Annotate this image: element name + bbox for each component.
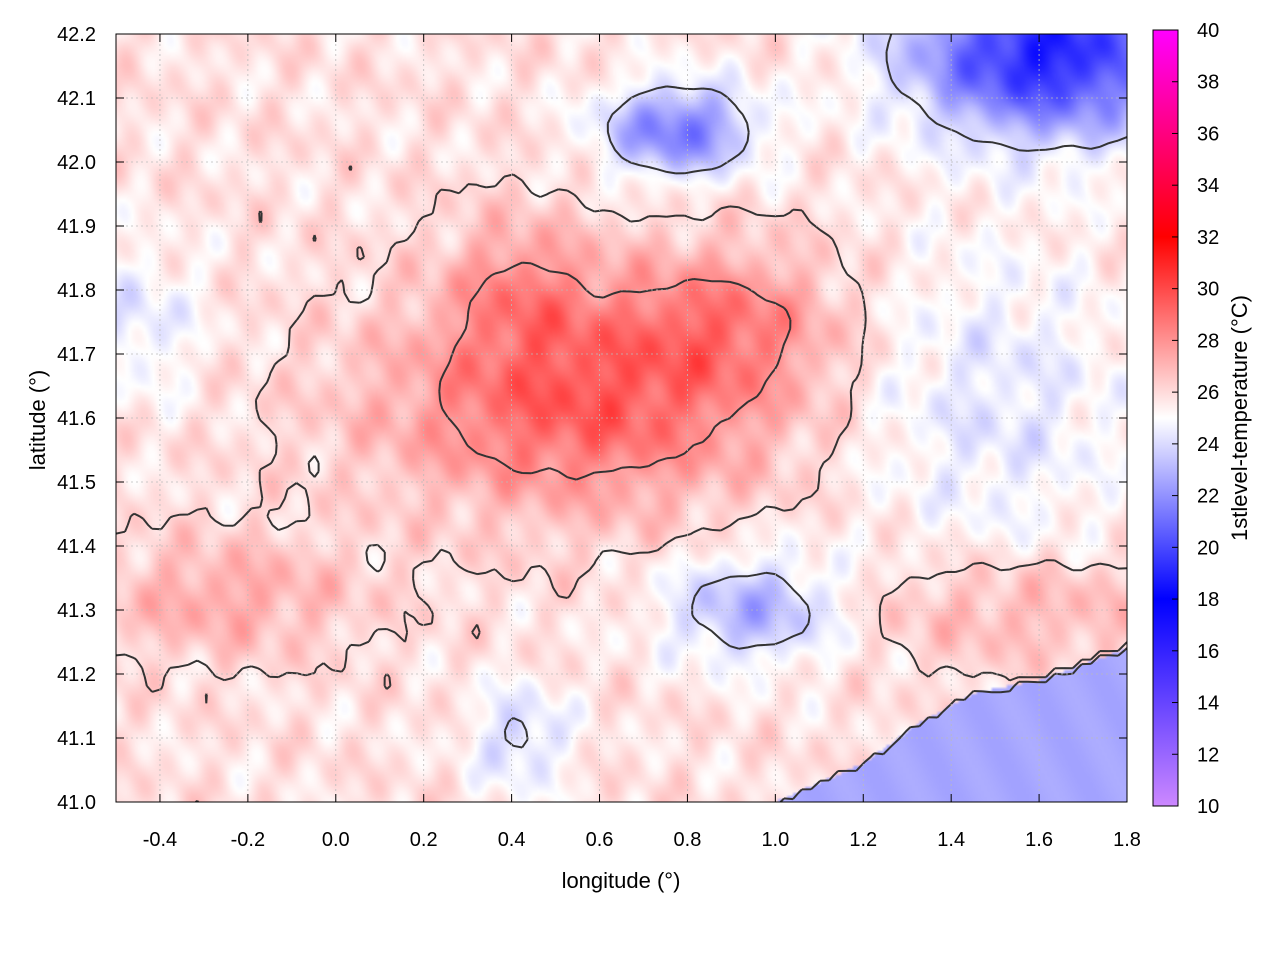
plot-area — [116, 34, 1127, 802]
y-tick-label: 41.1 — [57, 728, 96, 750]
y-tick-label: 41.8 — [57, 280, 96, 302]
colorbar-axis: 10 12 14 16 18 20 22 24 26 28 30 32 34 36 38 40 — [1172, 20, 1219, 818]
colorbar-tick-label: 40 — [1197, 20, 1219, 42]
y-tick-label: 42.0 — [57, 152, 96, 174]
colorbar-tick-label: 20 — [1197, 537, 1219, 559]
colorbar — [1152, 29, 1179, 807]
y-tick-label: 42.2 — [57, 24, 96, 46]
y-tick-label: 41.3 — [57, 600, 96, 622]
x-tick-label: 0.6 — [586, 829, 614, 851]
colorbar-tick-label: 28 — [1197, 330, 1219, 352]
x-tick-label: -0.2 — [231, 829, 265, 851]
colorbar-tick-label: 16 — [1197, 641, 1219, 663]
y-tick-label: 41.9 — [57, 216, 96, 238]
contour-line-26 — [116, 165, 1127, 802]
colorbar-tick-label: 12 — [1197, 744, 1219, 766]
y-tick-label: 41.6 — [57, 408, 96, 430]
colorbar-tick-label: 10 — [1197, 796, 1219, 818]
contour-lines — [116, 34, 1127, 802]
y-axis-title: latitude (°) — [25, 370, 50, 471]
colorbar-tick-label: 36 — [1197, 123, 1219, 145]
x-tick-label: -0.4 — [143, 829, 177, 851]
y-tick-label: 41.7 — [57, 344, 96, 366]
x-tick-label: 1.8 — [1113, 829, 1141, 851]
contour-line-28 — [438, 261, 792, 481]
colorbar-tick-label: 34 — [1197, 175, 1219, 197]
x-tick-label: 1.4 — [937, 829, 965, 851]
x-axis: -0.4 -0.2 0.0 0.2 0.4 0.6 0.8 1.0 1.2 1.4 1.6 1.8 — [143, 34, 1141, 851]
y-tick-label: 42.1 — [57, 88, 96, 110]
x-tick-label: 1.0 — [761, 829, 789, 851]
x-tick-label: 0.0 — [322, 829, 350, 851]
y-tick-label: 41.4 — [57, 536, 96, 558]
y-axis: 41.0 41.1 41.2 41.3 41.4 41.5 41.6 41.7 41.8 41.9… — [57, 24, 1127, 814]
colorbar-tick-label: 22 — [1197, 486, 1219, 508]
colorbar-tick-label: 18 — [1197, 589, 1219, 611]
colorbar-tick-label: 24 — [1197, 434, 1219, 456]
x-axis-title: longitude (°) — [562, 868, 681, 893]
colorbar-tick-label: 38 — [1197, 72, 1219, 94]
y-tick-label: 41.2 — [57, 664, 96, 686]
colorbar-tick-label: 32 — [1197, 227, 1219, 249]
colorbar-tick-label: 26 — [1197, 382, 1219, 404]
colorbar-tick-label: 30 — [1197, 279, 1219, 301]
colorbar-tick-label: 14 — [1197, 693, 1219, 715]
grid-lines — [116, 34, 1127, 802]
x-tick-label: 0.4 — [498, 829, 526, 851]
y-tick-label: 41.0 — [57, 792, 96, 814]
y-tick-label: 41.5 — [57, 472, 96, 494]
x-tick-label: 1.2 — [849, 829, 877, 851]
x-tick-label: 0.8 — [674, 829, 702, 851]
colorbar-title: 1stlevel-temperature (°C) — [1227, 295, 1252, 541]
x-tick-label: 0.2 — [410, 829, 438, 851]
x-tick-label: 1.6 — [1025, 829, 1053, 851]
